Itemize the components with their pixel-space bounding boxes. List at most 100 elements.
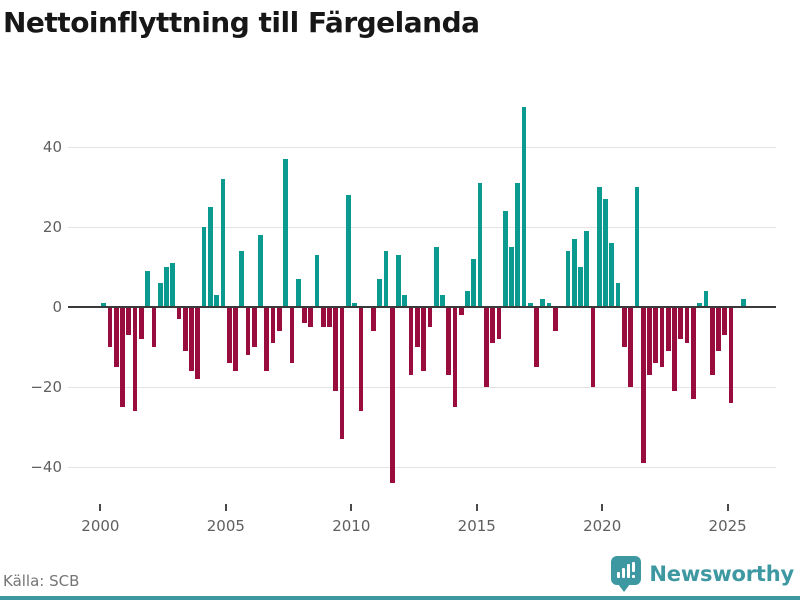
- bar-2011-Q1: [377, 279, 383, 307]
- bar-2016-Q3: [515, 183, 521, 307]
- bar-2006-Q3: [264, 307, 270, 371]
- bar-2006-Q1: [251, 307, 257, 347]
- x-axis-tick-2000: [99, 504, 102, 511]
- bar-2019-Q2: [584, 231, 590, 307]
- bar-2022-Q2: [659, 307, 665, 367]
- bar-2007-Q4: [295, 279, 301, 307]
- bar-2013-Q2: [433, 247, 439, 307]
- bar-2008-Q4: [320, 307, 326, 327]
- bar-2000-Q2: [107, 307, 113, 347]
- bar-2002-Q2: [157, 283, 163, 307]
- bar-2016-Q4: [521, 107, 527, 307]
- bar-2009-Q4: [346, 195, 351, 307]
- x-axis-label-2025: 2025: [708, 517, 747, 535]
- bar-2006-Q4: [270, 307, 276, 343]
- bar-2001-Q1: [126, 307, 132, 335]
- bar-2015-Q3: [490, 307, 495, 343]
- bar-2011-Q3: [389, 307, 395, 483]
- bar-2013-Q3: [440, 295, 445, 307]
- y-axis-label--20: −20: [30, 378, 62, 396]
- bar-2020-Q4: [622, 307, 627, 347]
- bar-2019-Q1: [578, 267, 583, 307]
- plot-area: 40 20 0 −20 −40 2000 2005 2010 2015 2020 2025: [30, 107, 776, 535]
- bar-2011-Q4: [396, 255, 401, 307]
- bar-2003-Q3: [189, 307, 194, 371]
- bar-2001-Q2: [132, 307, 138, 411]
- y-axis-label-0: 0: [52, 298, 62, 316]
- bar-2008-Q2: [308, 307, 314, 327]
- bar-2021-Q4: [647, 307, 652, 375]
- bar-2015-Q2: [484, 307, 489, 387]
- bar-2018-Q4: [571, 239, 577, 307]
- bar-2020-Q3: [615, 283, 621, 307]
- x-axis-tick-2020: [601, 504, 604, 511]
- bar-2009-Q2: [333, 307, 339, 391]
- bar-2023-Q1: [678, 307, 684, 339]
- bar-2018-Q3: [565, 251, 571, 307]
- x-axis-label-2000: 2000: [81, 517, 120, 535]
- bar-2005-Q2: [233, 307, 238, 371]
- gridline-y-20: [68, 387, 776, 388]
- y-axis-label--40: −40: [30, 458, 62, 476]
- bar-2006-Q2: [258, 235, 263, 307]
- bar-2011-Q2: [383, 251, 389, 307]
- newsworthy-logo: Newsworthy: [611, 556, 794, 592]
- bar-2018-Q1: [553, 307, 558, 331]
- bar-2021-Q2: [634, 187, 640, 307]
- bar-2019-Q4: [596, 187, 602, 307]
- chart-title: Nettoinflyttning till Färgelanda: [3, 6, 480, 39]
- bar-2017-Q4: [546, 303, 552, 307]
- bar-2004-Q2: [208, 207, 213, 307]
- bar-2014-Q2: [458, 307, 464, 315]
- x-axis-tick-2010: [350, 504, 353, 511]
- gridline-y40: [68, 147, 776, 148]
- bar-2001-Q4: [145, 271, 150, 307]
- bar-2002-Q1: [151, 307, 157, 347]
- bar-2025-Q1: [728, 307, 734, 403]
- bar-2010-Q2: [358, 307, 364, 411]
- bar-2010-Q1: [352, 303, 357, 307]
- bar-2012-Q2: [408, 307, 414, 375]
- bar-2014-Q3: [465, 291, 470, 307]
- x-axis-tick-2015: [475, 504, 478, 511]
- gridline-y20: [68, 227, 776, 228]
- x-axis-tick-2005: [224, 504, 227, 511]
- bar-2013-Q4: [446, 307, 452, 375]
- bar-2016-Q1: [502, 211, 508, 307]
- bar-2010-Q4: [371, 307, 376, 331]
- brand-name: Newsworthy: [649, 562, 794, 586]
- bar-2004-Q3: [214, 295, 219, 307]
- bar-2012-Q3: [415, 307, 420, 347]
- bar-2022-Q3: [665, 307, 671, 351]
- bar-2008-Q1: [302, 307, 307, 323]
- bottom-accent-strip: [0, 596, 800, 600]
- y-axis-label-40: 40: [42, 138, 62, 156]
- bar-2000-Q3: [113, 307, 119, 367]
- x-axis-label-2015: 2015: [457, 517, 496, 535]
- x-axis-label-2005: 2005: [206, 517, 245, 535]
- bar-2023-Q4: [697, 303, 702, 307]
- bar-2004-Q4: [220, 179, 226, 307]
- bar-2019-Q3: [590, 307, 596, 387]
- bar-2017-Q2: [534, 307, 539, 367]
- bar-2005-Q3: [239, 251, 245, 307]
- bar-2017-Q1: [527, 303, 533, 307]
- bar-2014-Q1: [452, 307, 458, 407]
- bar-2007-Q3: [289, 307, 295, 363]
- bar-2012-Q1: [402, 295, 408, 307]
- bar-2024-Q1: [703, 291, 709, 307]
- bar-2000-Q1: [101, 303, 107, 307]
- bar-2015-Q4: [496, 307, 502, 339]
- bar-2025-Q3: [741, 299, 746, 307]
- bar-2005-Q1: [226, 307, 232, 363]
- x-axis-label-2010: 2010: [332, 517, 371, 535]
- bar-2024-Q4: [722, 307, 728, 335]
- bar-2024-Q2: [709, 307, 715, 375]
- bar-2020-Q1: [603, 199, 608, 307]
- bar-2014-Q4: [471, 259, 477, 307]
- source-label: Källa: SCB: [3, 572, 80, 590]
- bar-2002-Q3: [164, 267, 169, 307]
- bar-2015-Q1: [477, 183, 483, 307]
- bar-2013-Q1: [427, 307, 433, 327]
- bar-2023-Q2: [684, 307, 690, 343]
